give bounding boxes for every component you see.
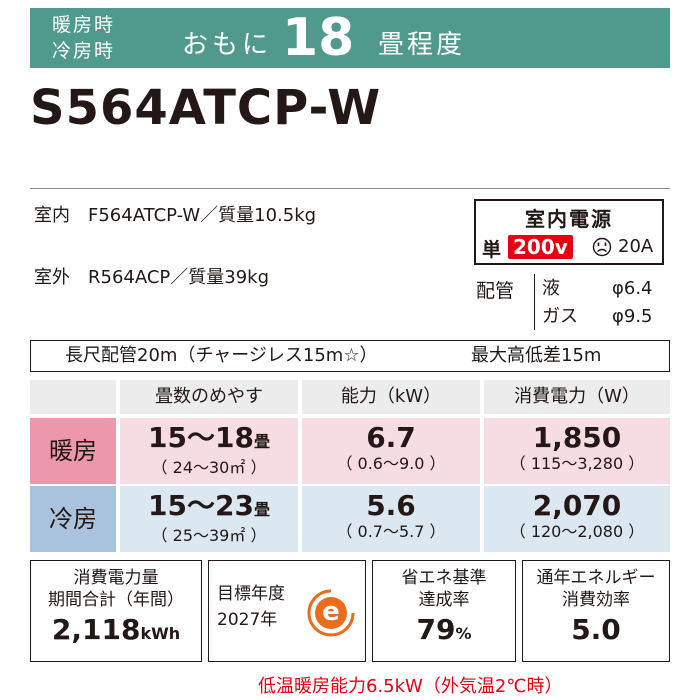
outdoor-unit-spec: 室外 R564ACP／質量39kg — [34, 267, 270, 288]
piping-liquid-value: φ6.4 — [612, 278, 653, 299]
heating-capacity-cell: 6.7 （ 0.6～9.0 ） — [302, 418, 480, 484]
cooling-capacity-value: 5.6 — [366, 489, 416, 522]
cooling-tatami-cell: 15～23畳 （ 25～39㎡ ） — [120, 486, 298, 552]
table-header-capacity: 能力（kW） — [302, 380, 480, 414]
achievement-rate-unit: % — [455, 624, 472, 643]
row-label-cooling: 冷房 — [30, 486, 116, 552]
header-band: 暖房時 冷房時 おもに 18 畳程度 — [30, 8, 670, 68]
low-temp-heating-note: 低温暖房能力6.5kW（外気温2℃時） — [258, 676, 563, 697]
heating-power-range: （ 115～3,280 ） — [509, 454, 645, 473]
cooling-power-value: 2,070 — [532, 489, 622, 522]
header-omoni: おもに — [182, 30, 273, 60]
piping-gas-label: ガス — [542, 306, 578, 327]
table-header-blank — [30, 380, 116, 414]
power-supply-box: 室内電源 単 200v 20A — [474, 199, 664, 265]
header-mode-heat: 暖房時 — [52, 14, 116, 36]
table-header-tatami: 畳数のめやす — [120, 380, 298, 414]
heating-capacity-value: 6.7 — [366, 421, 416, 454]
piping-liquid-label: 液 — [542, 278, 560, 299]
annual-consumption-unit: kWh — [140, 624, 181, 643]
target-year-box: 目標年度 2027年 e — [208, 560, 366, 662]
header-tatami-number: 18 — [282, 8, 355, 68]
annual-efficiency-label-1: 通年エネルギー — [536, 568, 656, 588]
annual-consumption-box: 消費電力量 期間合計（年間） 2,118kWh — [30, 560, 202, 662]
achievement-rate-box: 省エネ基準 達成率 79% — [372, 560, 516, 662]
power-voltage-badge: 200v — [508, 235, 573, 259]
header-tatami-unit: 畳程度 — [378, 30, 466, 60]
target-year-label-2: 2027年 — [217, 610, 278, 630]
annual-consumption-label-1: 消費電力量 — [73, 568, 159, 588]
heating-power-cell: 1,850 （ 115～3,280 ） — [484, 418, 670, 484]
achievement-rate-value: 79 — [416, 613, 456, 646]
indoor-unit-spec: 室内 F564ATCP-W／質量10.5kg — [34, 205, 317, 226]
cooling-tatami-range: （ 25～39㎡ ） — [151, 526, 267, 545]
power-ampere: 20A — [618, 236, 654, 257]
cooling-tatami-unit: 畳 — [253, 500, 270, 519]
cooling-tatami-value: 15～23 — [148, 489, 254, 522]
long-piping-banner: 長尺配管20m（チャージレス15m☆） 最大高低差15m — [30, 340, 670, 372]
annual-consumption-value: 2,118 — [51, 613, 141, 646]
achievement-rate-label-2: 達成率 — [418, 590, 470, 610]
target-year-label-1: 目標年度 — [217, 584, 285, 604]
row-label-heating: 暖房 — [30, 418, 116, 484]
model-number: S564ATCP-W — [30, 80, 382, 136]
heating-power-value: 1,850 — [532, 421, 622, 454]
plug-face-icon — [592, 237, 612, 257]
annual-efficiency-label-2: 消費効率 — [562, 590, 630, 610]
energy-saving-e-letter: e — [322, 597, 340, 627]
energy-saving-e-mark-icon: e — [305, 587, 357, 639]
piping-separator — [534, 274, 535, 330]
power-single-phase: 単 — [482, 239, 502, 261]
piping-gas-value: φ9.5 — [612, 306, 653, 327]
annual-efficiency-box: 通年エネルギー 消費効率 5.0 — [522, 560, 670, 662]
annual-efficiency-value: 5.0 — [571, 613, 621, 646]
cooling-power-range: （ 120～2,080 ） — [509, 522, 645, 541]
cooling-power-cell: 2,070 （ 120～2,080 ） — [484, 486, 670, 552]
cooling-capacity-range: （ 0.7～5.7 ） — [336, 522, 446, 541]
piping-label: 配管 — [476, 280, 515, 302]
heating-tatami-unit: 畳 — [253, 432, 270, 451]
cooling-capacity-cell: 5.6 （ 0.7～5.7 ） — [302, 486, 480, 552]
divider — [30, 188, 670, 189]
heating-tatami-range: （ 24～30㎡ ） — [151, 458, 267, 477]
power-supply-title: 室内電源 — [525, 207, 613, 231]
heating-tatami-value: 15～18 — [148, 421, 254, 454]
heating-capacity-range: （ 0.6～9.0 ） — [336, 454, 446, 473]
table-header-power: 消費電力（W） — [484, 380, 670, 414]
header-mode-cool: 冷房時 — [52, 40, 116, 62]
long-piping-text: 長尺配管20m（チャージレス15m☆） — [65, 345, 378, 366]
heating-tatami-cell: 15～18畳 （ 24～30㎡ ） — [120, 418, 298, 484]
achievement-rate-label-1: 省エネ基準 — [401, 568, 487, 588]
max-height-difference: 最大高低差15m — [471, 345, 602, 366]
annual-consumption-label-2: 期間合計（年間） — [48, 590, 184, 610]
